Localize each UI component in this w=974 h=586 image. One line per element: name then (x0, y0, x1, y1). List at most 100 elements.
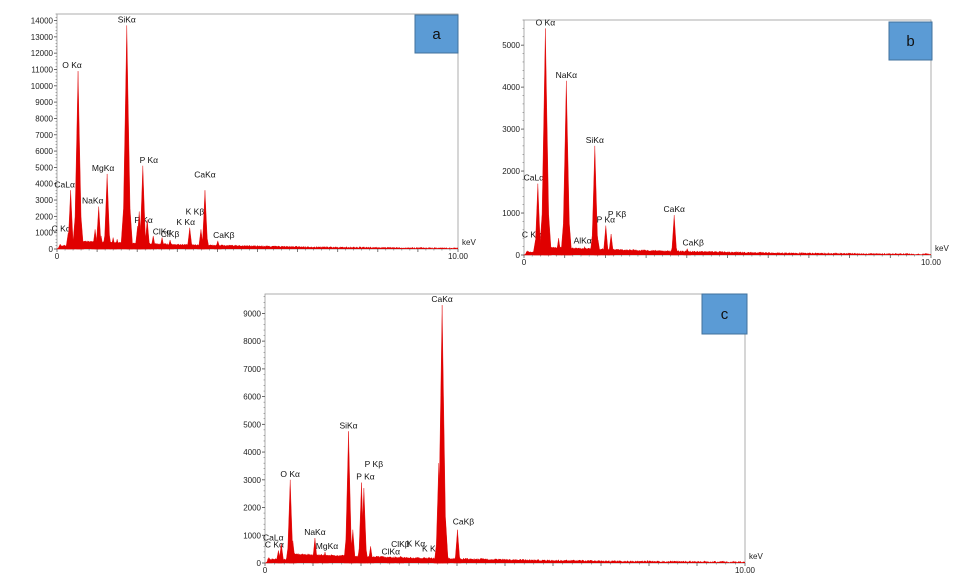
spectrum-peak (200, 190, 210, 250)
peak-label: K Kα (407, 538, 426, 548)
peak-label: CaLα (263, 533, 284, 543)
peak-label: ClKα (381, 546, 400, 556)
spectrum-peak (113, 239, 122, 250)
spectrum-peak (72, 71, 84, 250)
plot-frame (56, 13, 459, 250)
peak-label: CaKα (663, 204, 685, 214)
peak-label: MgKα (316, 541, 338, 551)
spectrum-background (267, 553, 745, 563)
peak-label: CaKα (194, 169, 216, 179)
peak-label: P Kβ (608, 209, 627, 219)
panel-a: 0 1000 2000 3000 4000 5000 6000 7000 8000 9000 100… (31, 13, 476, 261)
spectrum-peak (386, 556, 396, 564)
peak-label: C Kα (52, 224, 71, 234)
x-tick-label: 10.00 (735, 566, 756, 575)
panel-tag-box (888, 21, 933, 61)
panel-c: 0 1000 2000 3000 4000 5000 6000 7000 8000 9000 0 10… (243, 293, 763, 575)
y-tick-label: 4000 (35, 180, 53, 189)
peak-label: CaKβ (682, 238, 704, 248)
spectrum-peak (366, 546, 375, 564)
spectrum-peak (669, 215, 679, 256)
x-unit-label: keV (749, 552, 763, 561)
y-tick-label: 9000 (243, 309, 261, 318)
peak-label: O Kα (536, 17, 556, 27)
spectrum-peak (288, 540, 297, 564)
y-tick-label: 12000 (31, 49, 54, 58)
y-tick-label: 4000 (502, 83, 520, 92)
peak-label: NaKα (304, 527, 326, 537)
y-tick-label: 10000 (31, 82, 54, 91)
spectrum-peak (120, 25, 134, 250)
y-tick-label: 1000 (35, 229, 53, 238)
peak-label: P Kβ (365, 459, 384, 469)
peak-label: P Kα (356, 472, 375, 482)
panel-tag-label: c (721, 306, 729, 323)
peak-label: CaKα (431, 294, 453, 304)
spectrum-peak (149, 235, 158, 250)
x-unit-label: keV (462, 238, 476, 247)
y-tick-label: 1000 (502, 209, 520, 218)
spectrum-peak (453, 529, 462, 564)
y-tick-label: 7000 (243, 365, 261, 374)
peak-label: NaKα (556, 70, 578, 80)
y-tick-label: 3000 (243, 476, 261, 485)
panel-tag-label: b (906, 33, 914, 50)
peak-label: CaKβ (453, 517, 475, 527)
y-tick-label: 2000 (502, 167, 520, 176)
spectrum-peak (320, 551, 330, 564)
y-tick-label: 7000 (35, 131, 53, 140)
x-tick-label: 0 (55, 252, 60, 261)
x-tick-label: 10.00 (448, 252, 469, 261)
panel-tag-label: a (432, 26, 441, 43)
plot-frame (264, 293, 746, 564)
spectrum-peak (76, 216, 85, 250)
y-tick-label: 5000 (502, 41, 520, 50)
spectrum-peak (310, 538, 319, 564)
peak-label: SiKα (339, 420, 357, 430)
peak-label: K Kβ (186, 206, 205, 216)
peak-label: ClKα (153, 227, 172, 237)
y-tick-label: 8000 (35, 114, 53, 123)
x-unit-label: keV (935, 244, 949, 253)
peak-label: CaLα (54, 179, 75, 189)
spectrum-peak (56, 243, 64, 250)
spectrum-peak (126, 232, 135, 250)
spectrum-peak (165, 239, 175, 250)
y-tick-label: 13000 (31, 33, 54, 42)
peak-label: C Kα (265, 540, 284, 550)
peak-label: MgKα (92, 163, 114, 173)
spectrum-peak (441, 521, 450, 564)
spectrum-peak (185, 227, 194, 250)
panel-b: 0 1000 2000 3000 4000 5000 0 10.00 keV C Kα CaLα O … (502, 17, 949, 267)
peak-label: P Kα (140, 155, 159, 165)
y-tick-label: 8000 (243, 337, 261, 346)
y-tick-label: 2000 (35, 212, 53, 221)
y-tick-label: 4000 (243, 448, 261, 457)
x-tick-label: 0 (522, 258, 527, 267)
y-tick-label: 0 (49, 245, 54, 254)
plot-frame (523, 19, 932, 256)
peak-label: CaKβ (213, 230, 235, 240)
peak-label: O Kα (62, 60, 82, 70)
spectrum-peak (348, 529, 357, 564)
x-tick-label: 10.00 (921, 258, 942, 267)
peak-label: K Kα (176, 217, 195, 227)
y-tick-label: 0 (257, 559, 262, 568)
panel-tag-box (701, 293, 748, 335)
peak-label: ClKβ (391, 539, 410, 549)
spectrum-peak (594, 240, 603, 256)
y-tick-label: 6000 (243, 393, 261, 402)
spectrum-background (526, 246, 931, 255)
y-tick-label: 3000 (35, 196, 53, 205)
y-tick-label: 2000 (243, 504, 261, 513)
spectrum-peak (539, 28, 552, 256)
panel-tag-box (414, 14, 459, 54)
y-tick-label: 14000 (31, 17, 54, 26)
y-tick-label: 3000 (502, 125, 520, 134)
spectrum-peak (543, 200, 552, 256)
peak-label: ClKβ (161, 229, 180, 239)
peak-label: K Kβ (422, 544, 441, 554)
y-tick-label: 5000 (243, 420, 261, 429)
spectrum-background (59, 240, 458, 249)
